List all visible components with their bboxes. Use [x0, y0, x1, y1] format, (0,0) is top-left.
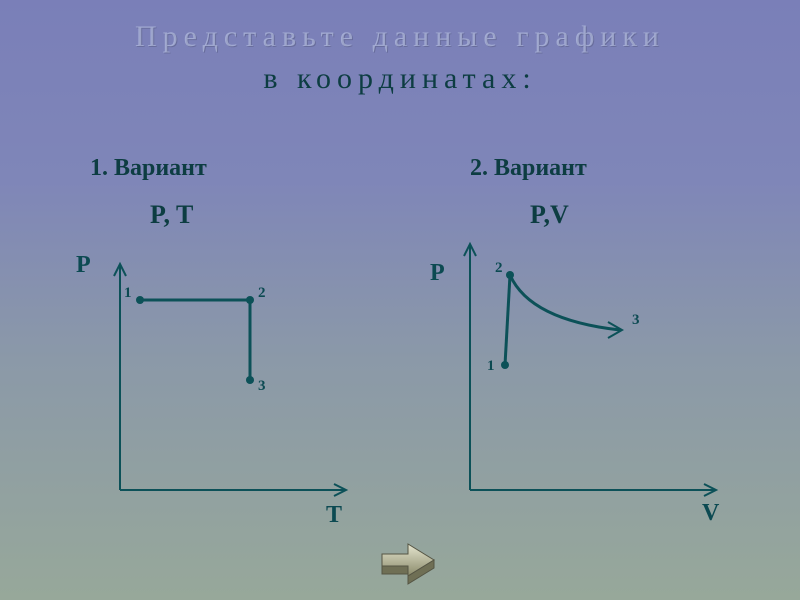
- diagram1-point2-label: 2: [258, 285, 266, 302]
- diagram2-y-axis-label: P: [430, 260, 445, 287]
- page-title-line2: в координатах:: [0, 62, 800, 96]
- page-title-line1: Представьте данные графики: [0, 20, 800, 54]
- diagram2-point1-label: 1: [487, 358, 495, 375]
- next-arrow-icon[interactable]: [378, 540, 438, 588]
- variant1-coords: P, T: [150, 200, 193, 230]
- diagram1-point1-label: 1: [124, 285, 132, 302]
- diagram2: [450, 240, 730, 520]
- variant1-label: 1. Вариант: [90, 155, 207, 182]
- diagram1: [100, 260, 360, 520]
- diagram1-point3-label: 3: [258, 378, 266, 395]
- variant2-coords: P,V: [530, 200, 569, 230]
- diagram2-point3-label: 3: [632, 312, 640, 329]
- diagram1-y-axis-label: P: [76, 252, 91, 279]
- variant2-label: 2. Вариант: [470, 155, 587, 182]
- diagram2-point2-label: 2: [495, 260, 503, 277]
